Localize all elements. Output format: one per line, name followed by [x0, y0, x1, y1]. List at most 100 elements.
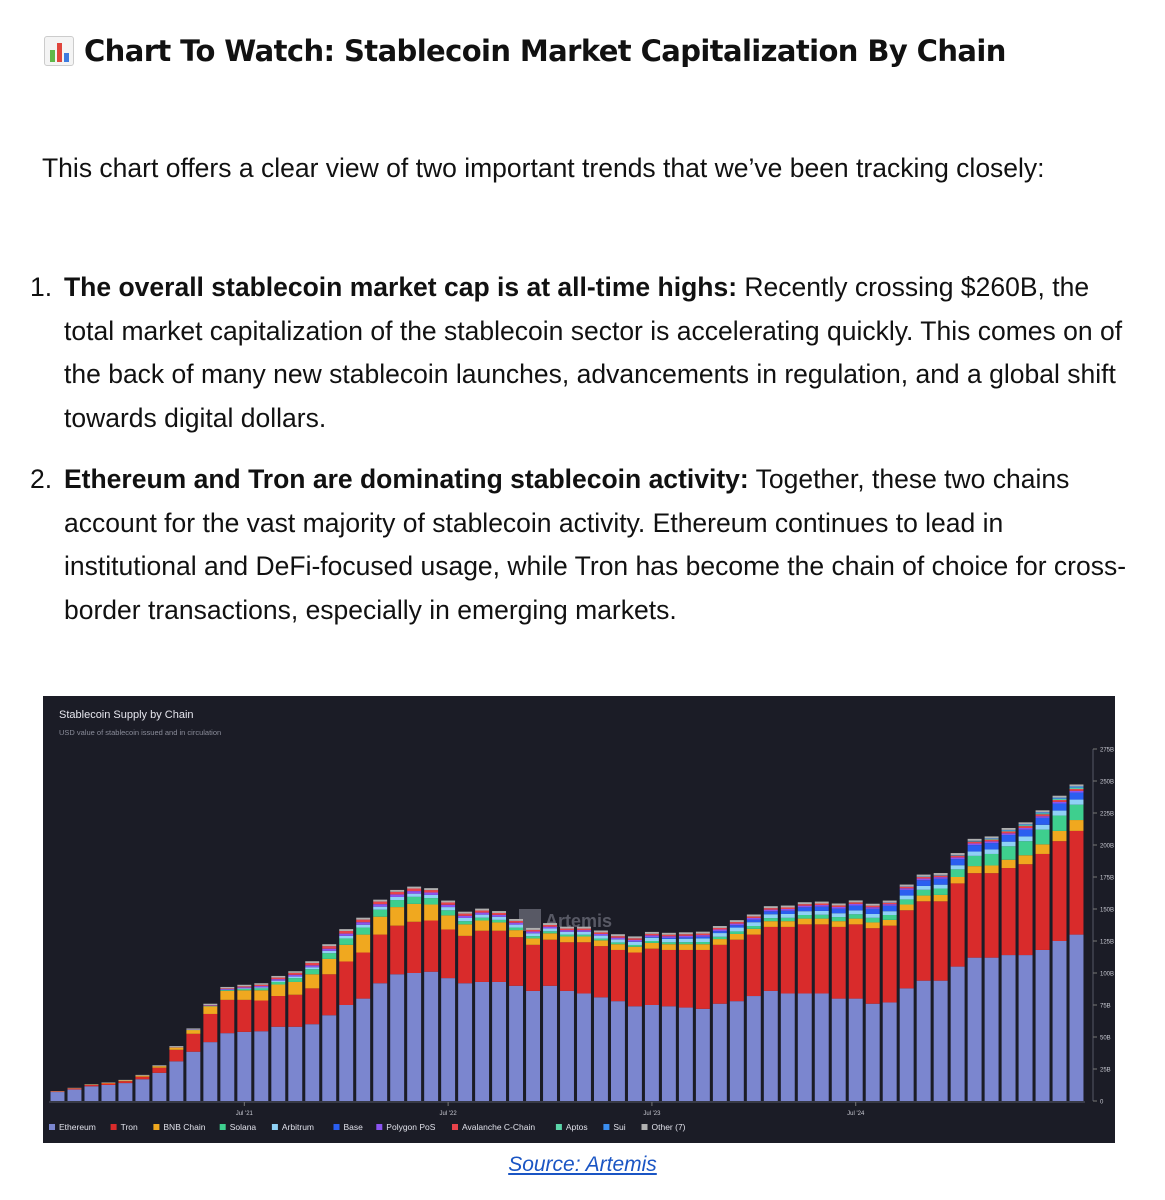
- bar-segment: [763, 914, 778, 919]
- bar-segment: [152, 1066, 167, 1068]
- bar-segment: [322, 948, 337, 951]
- bar-segment: [441, 910, 456, 916]
- bar-segment: [288, 994, 303, 1027]
- bar-segment: [916, 878, 931, 881]
- bar-segment: [882, 904, 897, 906]
- bar-segment: [627, 936, 642, 939]
- bar-segment: [1052, 830, 1067, 842]
- bar-segment: [661, 949, 676, 1007]
- bar-segment: [373, 934, 388, 984]
- y-tick-label: 275B: [1100, 748, 1114, 754]
- bar-segment: [441, 978, 456, 1101]
- bar-segment: [916, 880, 931, 886]
- bar-segment: [899, 988, 914, 1101]
- bar-segment: [594, 935, 608, 939]
- bar-segment: [848, 918, 863, 925]
- bar-segment: [526, 929, 540, 932]
- bar-segment: [746, 922, 761, 927]
- bar-segment: [678, 942, 693, 945]
- bar-segment: [1035, 817, 1050, 825]
- bar-segment: [865, 922, 880, 929]
- stablecoin-supply-chart: Stablecoin Supply by Chain USD value of …: [43, 696, 1115, 1143]
- bar-segment: [814, 906, 829, 911]
- bar-segment: [1035, 824, 1050, 830]
- bar-segment: [492, 916, 507, 920]
- bar-segment: [695, 949, 710, 1009]
- legend-swatch: [376, 1124, 383, 1130]
- bar-segment: [984, 838, 999, 840]
- bar-segment: [661, 942, 676, 945]
- bar-segment: [441, 929, 456, 979]
- bar-segment: [678, 937, 693, 939]
- bar-segment: [763, 906, 778, 909]
- bar-segment: [254, 988, 269, 991]
- bar-segment: [492, 919, 507, 923]
- bar-segment: [950, 883, 965, 967]
- bar-segment: [424, 892, 439, 895]
- bar-segment: [356, 998, 371, 1101]
- bar-segment: [797, 904, 812, 906]
- bar-segment: [950, 857, 965, 860]
- y-tick-label: 200B: [1100, 844, 1114, 850]
- bar-segment: [1018, 825, 1033, 827]
- bar-segment: [390, 900, 405, 908]
- bar-segment: [848, 903, 863, 906]
- bar-segment: [271, 979, 286, 981]
- intro-paragraph: This chart offers a clear view of two im…: [42, 152, 1045, 183]
- bar-segment: [678, 938, 693, 943]
- x-tick-label: Jul '21: [236, 1111, 254, 1117]
- bar-segment: [831, 913, 846, 918]
- bar-segment: [916, 885, 931, 890]
- bar-segment: [695, 936, 710, 939]
- bar-segment: [407, 921, 422, 973]
- bar-segment: [1018, 822, 1033, 825]
- bar-segment: [237, 987, 252, 989]
- bar-segment: [984, 839, 999, 842]
- legend-swatch: [110, 1124, 117, 1130]
- bar-segment: [1052, 810, 1067, 816]
- bar-segment: [118, 1080, 133, 1082]
- bar-segment: [814, 914, 829, 919]
- bar-segment: [526, 938, 540, 945]
- bar-segment: [254, 1031, 269, 1101]
- bar-segment: [356, 924, 371, 928]
- bar-segment: [695, 944, 710, 950]
- bar-segment: [1001, 859, 1016, 869]
- bar-segment: [831, 926, 846, 999]
- watermark-text: Artemis: [545, 911, 612, 931]
- bar-segment: [661, 932, 676, 935]
- bar-segment: [560, 936, 574, 943]
- bar-segment: [475, 930, 490, 982]
- bar-segment: [305, 969, 320, 975]
- bar-segment: [152, 1072, 167, 1101]
- legend-swatch: [271, 1124, 278, 1130]
- legend-swatch: [153, 1124, 160, 1130]
- bar-segment: [712, 931, 727, 934]
- bar-segment: [950, 859, 965, 866]
- bar-segment: [1001, 868, 1016, 956]
- bar-segment: [203, 1005, 218, 1006]
- bar-segment: [712, 936, 727, 940]
- bar-segment: [458, 911, 473, 914]
- bar-segment: [627, 941, 642, 945]
- bar-segment: [610, 949, 625, 1002]
- bar-segment: [237, 1031, 252, 1101]
- bar-segment: [424, 888, 439, 891]
- bar-segment: [661, 937, 676, 939]
- bar-segment: [339, 961, 354, 1005]
- bar-segment: [84, 1085, 99, 1087]
- bar-segment: [848, 902, 863, 904]
- bar-segment: [746, 917, 761, 920]
- legend-label: Arbitrum: [282, 1122, 314, 1132]
- bar-segment: [220, 990, 235, 1000]
- bar-segment: [933, 873, 948, 875]
- bar-chart-emoji-icon: [44, 36, 74, 66]
- bar-segment: [271, 977, 286, 980]
- bar-segment: [458, 915, 473, 918]
- bar-segment: [424, 894, 439, 899]
- bar-segment: [373, 901, 388, 905]
- source-link[interactable]: Source: Artemis: [508, 1153, 657, 1176]
- bar-segment: [441, 904, 456, 908]
- bar-segment: [135, 1079, 150, 1101]
- bar-segment: [729, 1001, 744, 1101]
